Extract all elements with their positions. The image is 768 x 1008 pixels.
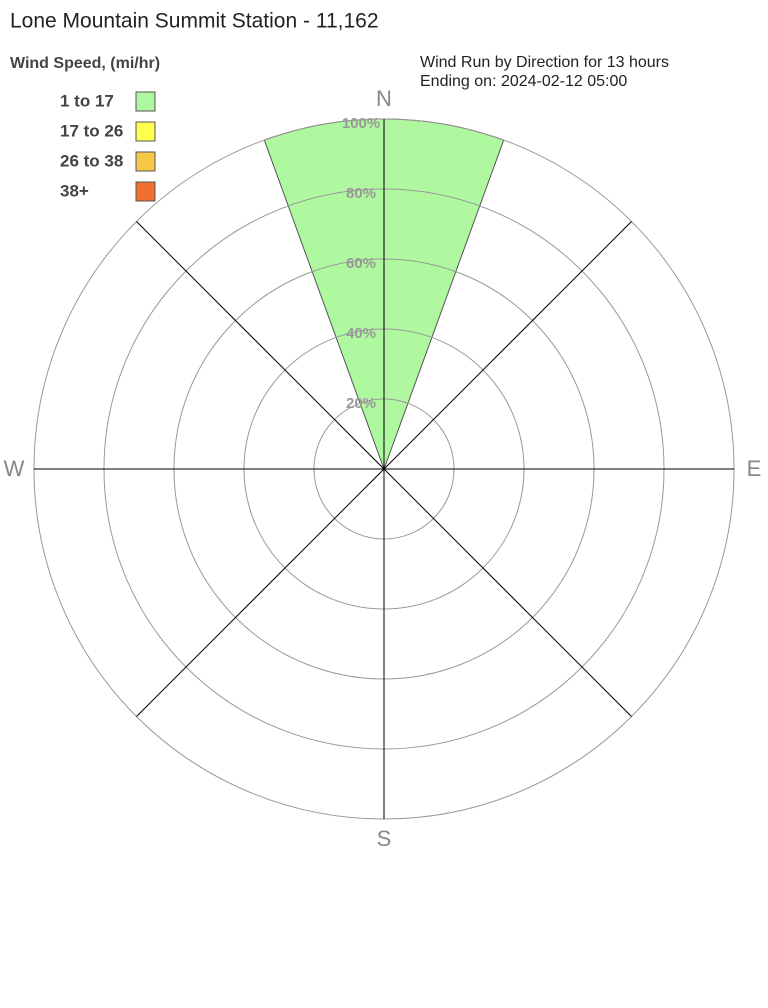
direction-label: N: [376, 86, 392, 111]
r-tick-label: 40%: [346, 325, 376, 342]
chart-title: Lone Mountain Summit Station - 11,162: [10, 10, 379, 33]
legend-title: Wind Speed, (mi/hr): [10, 55, 160, 72]
legend-label: 26 to 38: [60, 151, 123, 170]
legend-swatch: [135, 91, 156, 112]
direction-label: E: [747, 456, 762, 481]
subtitle: Wind Run by Direction for 13 hours: [420, 54, 669, 71]
subtitle: Ending on: 2024-02-12 05:00: [420, 73, 627, 90]
direction-label: W: [4, 456, 25, 481]
direction-label: S: [377, 826, 392, 851]
r-tick-label: 60%: [346, 255, 376, 272]
legend-swatch: [135, 151, 156, 172]
r-tick-label: 100%: [342, 115, 380, 132]
r-tick-label: 80%: [346, 185, 376, 202]
r-tick-label: 20%: [346, 395, 376, 412]
legend-label: 38+: [60, 181, 89, 200]
legend-label: 1 to 17: [60, 91, 114, 110]
spoke: [383, 221, 632, 470]
spoke: [383, 468, 632, 717]
spoke: [136, 221, 385, 470]
spoke: [136, 468, 385, 717]
legend-swatch: [135, 121, 156, 142]
legend-label: 17 to 26: [60, 121, 123, 140]
legend-swatch: [135, 181, 156, 202]
